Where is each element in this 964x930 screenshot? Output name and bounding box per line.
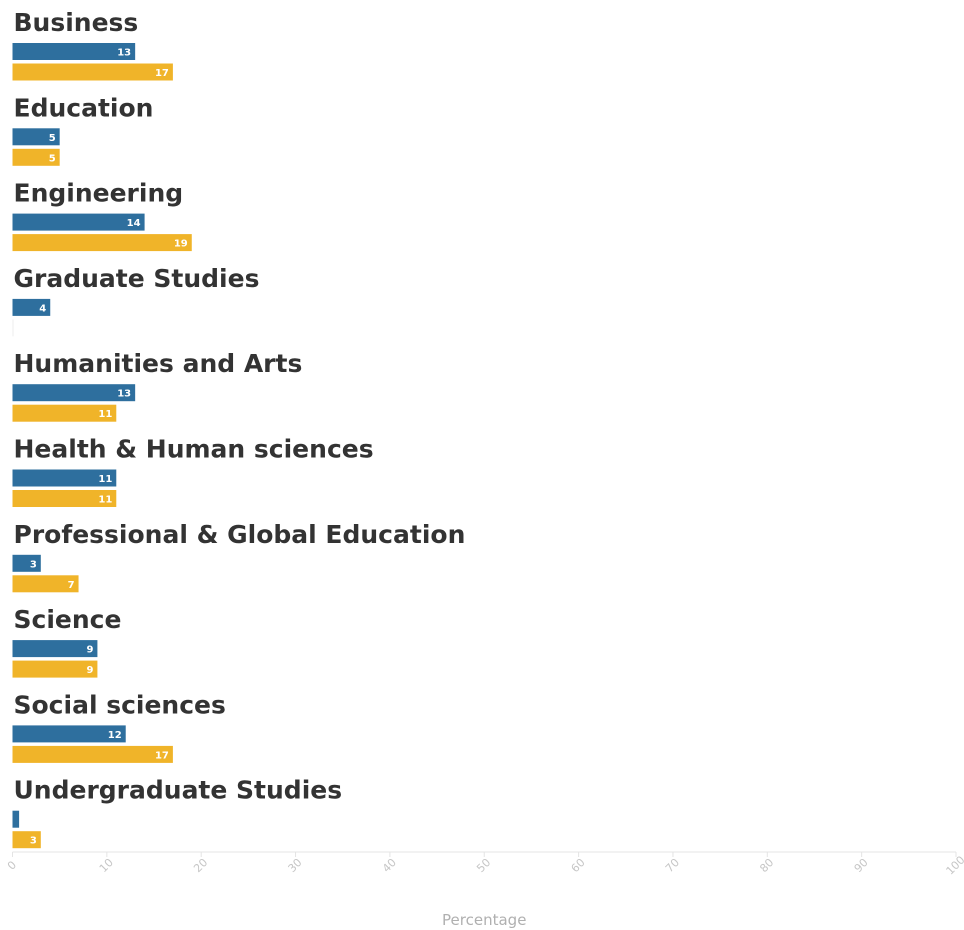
data-label: 19 [174, 239, 188, 250]
data-label: 7 [68, 580, 75, 591]
bar [12, 469, 117, 487]
x-tick-label: 10 [97, 856, 116, 875]
bar [12, 234, 192, 252]
x-tick-label: 80 [757, 856, 776, 875]
bar [12, 128, 60, 146]
x-tick-label: 60 [569, 856, 588, 875]
x-tick-label: 70 [663, 856, 682, 875]
data-label: 17 [155, 750, 169, 761]
bar [12, 640, 98, 658]
category-label: Graduate Studies [14, 264, 260, 293]
data-label: 5 [49, 153, 56, 164]
bar [12, 63, 173, 81]
data-label: 17 [155, 68, 169, 79]
bar [12, 660, 98, 678]
x-tick-label: 0 [5, 858, 19, 872]
category-group: Education 5 5 [12, 93, 154, 166]
category-label: Professional & Global Education [14, 520, 466, 549]
bar [12, 148, 60, 166]
category-group: Humanities and Arts 13 11 [12, 349, 303, 422]
data-label: 9 [86, 665, 93, 676]
data-label: 11 [98, 495, 112, 506]
x-axis-ticks: 0 10 20 30 40 50 60 70 80 90 100 [5, 852, 964, 878]
bar [12, 831, 41, 849]
bar [12, 404, 117, 422]
bar [12, 490, 117, 507]
x-tick-label: 100 [944, 854, 964, 878]
bar [12, 575, 79, 593]
x-axis-title: Percentage [442, 911, 526, 929]
data-label: 4 [39, 303, 46, 314]
category-group: Business 13 17 [12, 8, 173, 81]
category-label: Health & Human sciences [14, 435, 374, 464]
bar [12, 810, 20, 828]
data-label: 3 [30, 836, 37, 847]
category-label: Humanities and Arts [14, 349, 303, 378]
bar [12, 745, 173, 763]
category-group: Graduate Studies 4 [12, 264, 260, 337]
data-label: 13 [117, 389, 131, 400]
data-label: 9 [86, 645, 93, 656]
category-label: Undergraduate Studies [14, 776, 343, 805]
x-tick-label: 30 [286, 856, 305, 875]
data-label: 3 [30, 559, 37, 570]
category-label: Science [14, 605, 122, 634]
x-tick-label: 50 [474, 856, 493, 875]
data-label: 11 [98, 409, 112, 420]
category-group: Science 9 9 [12, 605, 122, 678]
category-label: Social sciences [14, 690, 226, 719]
data-label: 11 [98, 474, 112, 485]
x-tick-label: 90 [852, 856, 871, 875]
data-label: 14 [127, 218, 141, 229]
bar [12, 384, 136, 402]
bar [12, 554, 41, 572]
x-tick-label: 20 [191, 856, 210, 875]
data-label: 13 [117, 48, 131, 59]
category-label: Education [14, 93, 154, 122]
category-group: Professional & Global Education 3 7 [12, 520, 466, 593]
category-group: Undergraduate Studies 3 [12, 776, 343, 849]
data-label: 12 [108, 730, 122, 741]
bar [12, 213, 145, 231]
category-label: Business [14, 8, 139, 37]
category-group: Engineering 14 19 [12, 179, 192, 252]
bar [12, 43, 136, 60]
category-group: Social sciences 12 17 [12, 690, 226, 763]
bar [12, 725, 126, 743]
x-tick-label: 40 [380, 856, 399, 875]
category-groups: Business 13 17 Education 5 5 Engineering 14 19 Gr… [12, 8, 466, 849]
category-group: Health & Human sciences 11 11 [12, 435, 374, 507]
data-label: 5 [49, 133, 56, 144]
category-label: Engineering [14, 179, 184, 208]
bar [12, 298, 51, 316]
